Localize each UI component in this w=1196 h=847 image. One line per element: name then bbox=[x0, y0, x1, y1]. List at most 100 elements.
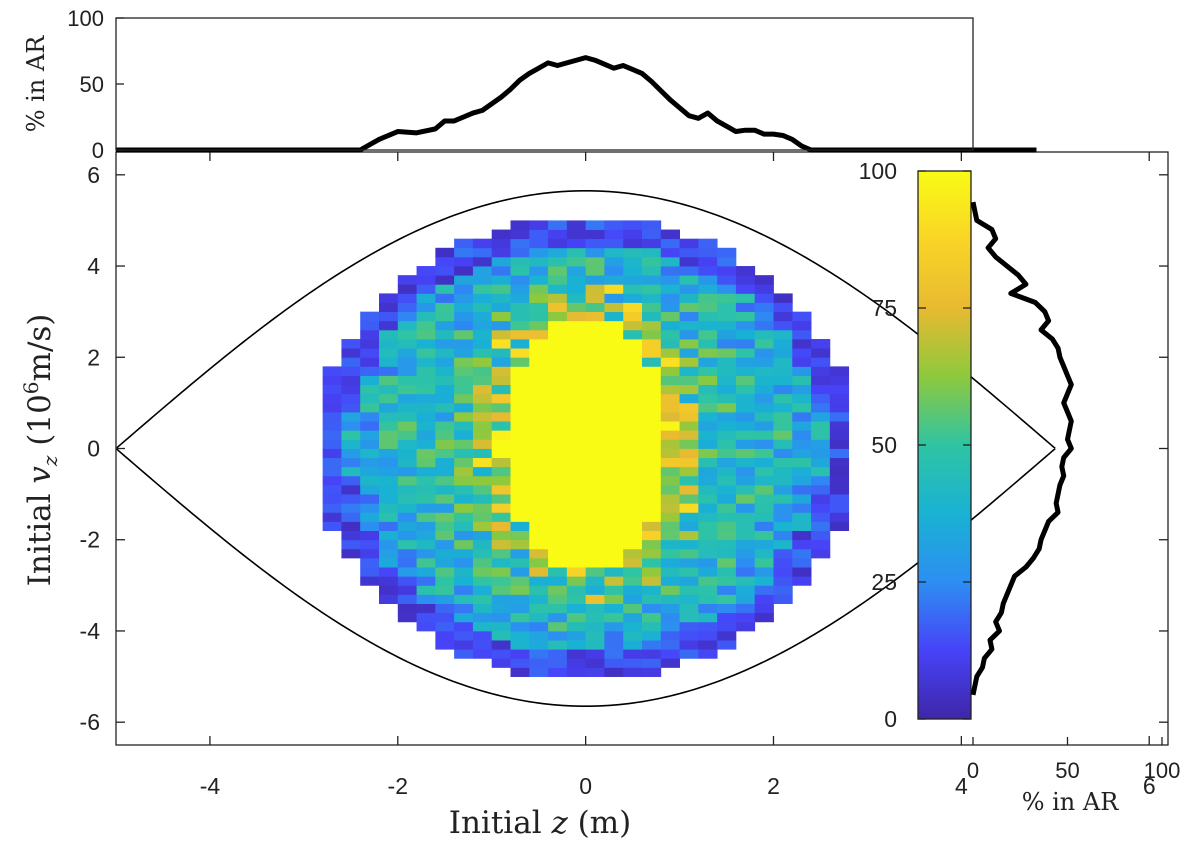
heatmap-cell bbox=[379, 302, 399, 313]
heatmap-cell bbox=[604, 585, 624, 595]
heatmap-cell bbox=[416, 366, 436, 376]
heatmap-cell bbox=[322, 402, 342, 413]
heatmap-cell bbox=[566, 366, 587, 376]
heatmap-cell bbox=[660, 594, 680, 604]
right-x-ticks: 0 50 100 bbox=[967, 737, 1180, 783]
heatmap-cell bbox=[491, 402, 511, 413]
heatmap-cell bbox=[435, 284, 455, 294]
heatmap-cell bbox=[566, 640, 587, 650]
y-tick-label: 6 bbox=[87, 162, 100, 188]
heatmap-cell bbox=[454, 649, 474, 659]
heatmap-cell bbox=[604, 603, 624, 614]
heatmap-cell bbox=[792, 439, 812, 449]
heatmap-cell bbox=[679, 548, 699, 559]
heatmap-cell bbox=[566, 567, 587, 577]
heatmap-cell bbox=[792, 412, 812, 422]
heatmap-cell bbox=[548, 320, 568, 331]
heatmap-cell bbox=[811, 530, 831, 541]
heatmap-cell bbox=[604, 366, 624, 376]
heatmap-cell bbox=[735, 329, 756, 340]
heatmap-cell bbox=[829, 521, 850, 531]
heatmap-cell bbox=[698, 430, 718, 440]
heatmap-cell bbox=[322, 375, 342, 386]
top-marginal-axes: 100 50 0 % in AR bbox=[22, 6, 1037, 163]
heatmap-cell bbox=[435, 375, 455, 386]
heatmap-cell bbox=[754, 521, 774, 531]
heatmap-cell bbox=[754, 293, 774, 303]
heatmap-cell bbox=[735, 621, 756, 632]
heatmap-cell bbox=[679, 275, 699, 285]
heatmap-cell bbox=[642, 266, 662, 276]
heatmap-cell bbox=[472, 548, 493, 559]
heatmap-cell bbox=[698, 521, 718, 531]
heatmap-cell bbox=[660, 585, 680, 595]
heatmap-cell bbox=[623, 494, 643, 504]
heatmap-cell bbox=[416, 466, 436, 477]
heatmap-cell bbox=[660, 339, 680, 349]
heatmap-cell bbox=[679, 339, 699, 349]
heatmap-cell bbox=[435, 612, 455, 623]
heatmap-cell bbox=[548, 521, 568, 531]
heatmap-cell bbox=[660, 311, 680, 322]
heatmap-cell bbox=[792, 357, 812, 367]
heatmap-cell bbox=[322, 430, 342, 440]
heatmap-cell bbox=[397, 284, 417, 294]
heatmap-cell bbox=[510, 275, 530, 285]
heatmap-cell bbox=[604, 557, 624, 568]
right-x-axis-label: % in AR bbox=[1022, 788, 1120, 816]
heatmap-cell bbox=[397, 430, 417, 440]
heatmap-cell bbox=[397, 612, 417, 623]
heatmap-cell bbox=[529, 649, 549, 659]
heatmap-cell bbox=[548, 621, 568, 632]
heatmap-cell bbox=[416, 302, 436, 313]
heatmap-cell bbox=[623, 302, 643, 313]
heatmap-cell bbox=[416, 439, 436, 449]
heatmap-cell bbox=[472, 320, 493, 331]
heatmap-cell bbox=[454, 585, 474, 595]
heatmap-cell bbox=[510, 393, 530, 404]
heatmap-cell bbox=[792, 320, 812, 331]
heatmap-cell bbox=[510, 594, 530, 604]
heatmap-cell bbox=[660, 475, 680, 486]
heatmap-cell bbox=[829, 466, 850, 477]
heatmap-cell bbox=[679, 512, 699, 522]
heatmap-cell bbox=[660, 621, 680, 632]
main-heatmap-axes: -4 -2 0 2 4 6 6 4 2 0 -2 -4 -6 Initial z (m) Initia… bbox=[19, 151, 1169, 841]
heatmap-cell bbox=[623, 649, 643, 659]
heatmap-cell bbox=[773, 402, 793, 413]
heatmap-cell bbox=[435, 439, 455, 449]
heatmap-cell bbox=[642, 640, 662, 650]
heatmap-cell bbox=[322, 494, 342, 504]
heatmap-cell bbox=[322, 484, 342, 495]
heatmap-cell bbox=[829, 421, 850, 431]
heatmap-cell bbox=[379, 503, 399, 513]
heatmap-cell bbox=[510, 266, 530, 276]
heatmap-cell bbox=[416, 329, 436, 340]
x-tick-label: 4 bbox=[955, 773, 968, 799]
heatmap-cell bbox=[397, 503, 417, 513]
heatmap-cell bbox=[773, 567, 793, 577]
heatmap-cell bbox=[491, 548, 511, 559]
heatmap-cell bbox=[566, 649, 587, 659]
heatmap-cell bbox=[360, 439, 380, 449]
heatmap-cell bbox=[472, 530, 493, 541]
heatmap-cell bbox=[679, 375, 699, 386]
heatmap-cell bbox=[529, 256, 549, 267]
heatmap-cell bbox=[754, 548, 774, 559]
heatmap-cell bbox=[735, 384, 756, 395]
heatmap-cell bbox=[379, 576, 399, 586]
heatmap-cell bbox=[435, 503, 455, 513]
heatmap-cell bbox=[792, 503, 812, 513]
heatmap-cell bbox=[454, 503, 474, 513]
heatmap-cell bbox=[548, 503, 568, 513]
heatmap-cell bbox=[679, 603, 699, 614]
heatmap-cell bbox=[529, 475, 549, 486]
heatmap-cell bbox=[679, 302, 699, 313]
heatmap-cell bbox=[623, 603, 643, 614]
heatmap-cell bbox=[679, 630, 699, 641]
heatmap-cell bbox=[491, 320, 511, 331]
heatmap-cell bbox=[642, 302, 662, 313]
heatmap-cell bbox=[548, 649, 568, 659]
heatmap-cell bbox=[679, 457, 699, 468]
heatmap-cell bbox=[754, 348, 774, 358]
